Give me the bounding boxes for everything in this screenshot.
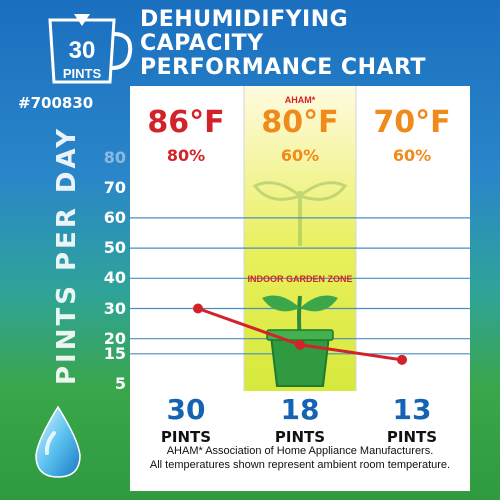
y-tick-label: 15 [103, 343, 126, 363]
pints-value-86f: 30 PINTS [130, 393, 242, 447]
y-tick-label: 70 [103, 177, 126, 197]
data-point [397, 354, 407, 365]
pints-number: 18 [280, 393, 320, 426]
zone-label: INDOOR GARDEN ZONE [247, 274, 352, 284]
badge-unit: PINTS [63, 66, 102, 81]
y-tick-label: 20 [103, 328, 126, 348]
pints-unit: PINTS [160, 428, 212, 446]
y-tick-label: 5 [114, 374, 126, 393]
title-line-3: PERFORMANCE CHART [140, 55, 426, 80]
column-header-70f: 70°F 60% [356, 105, 468, 166]
chart-title: DEHUMIDIFYING CAPACITY PERFORMANCE CHART [140, 8, 490, 80]
column-header-80f: 80°F 60% [244, 105, 356, 166]
pints-number: 13 [392, 393, 432, 426]
footnote-line-2: All temperatures shown represent ambient… [149, 459, 451, 471]
plot-area: INDOOR GARDEN ZONE [130, 86, 470, 391]
y-tick-label: 60 [103, 207, 126, 227]
y-axis-label: PINTS PER DAY [52, 126, 82, 385]
title-line-2: CAPACITY [140, 31, 264, 56]
badge-number: 30 [69, 37, 96, 64]
pints-unit: PINTS [386, 428, 438, 446]
footnote: AHAM* Association of Home Appliance Manu… [132, 444, 468, 472]
plot-svg: INDOOR GARDEN ZONE [130, 86, 470, 391]
y-tick-label: 80 [103, 147, 126, 167]
y-tick-label: 40 [103, 268, 126, 288]
pints-value-70f: 13 PINTS [356, 393, 468, 447]
title-line-1: DEHUMIDIFYING [140, 7, 349, 32]
humidity-label: 60% [280, 146, 320, 165]
temp-label: 80°F [261, 105, 339, 140]
aham-tag: AHAM* [284, 95, 316, 105]
y-tick-label: 30 [103, 298, 126, 318]
data-point [193, 303, 203, 314]
temp-label: 86°F [147, 105, 225, 140]
temp-label: 70°F [373, 105, 451, 140]
footer-panel [130, 391, 470, 491]
pints-unit: PINTS [274, 428, 326, 446]
pints-value-80f: 18 PINTS [244, 393, 356, 447]
footnote-line-1: AHAM* Association of Home Appliance Manu… [166, 445, 434, 457]
plant-sprout-faded-icon [252, 181, 348, 246]
pints-number: 30 [166, 393, 206, 426]
model-number: #700830 [18, 94, 94, 112]
humidity-label: 60% [392, 146, 432, 165]
data-point [295, 339, 305, 350]
y-tick-label: 50 [103, 238, 126, 258]
pint-measure-badge: 30 PINTS [20, 12, 140, 92]
water-drop-icon [30, 405, 86, 486]
column-header-86f: 86°F 80% [130, 105, 242, 166]
measuring-cup-icon: 30 PINTS [48, 14, 133, 84]
humidity-label: 80% [166, 146, 206, 165]
